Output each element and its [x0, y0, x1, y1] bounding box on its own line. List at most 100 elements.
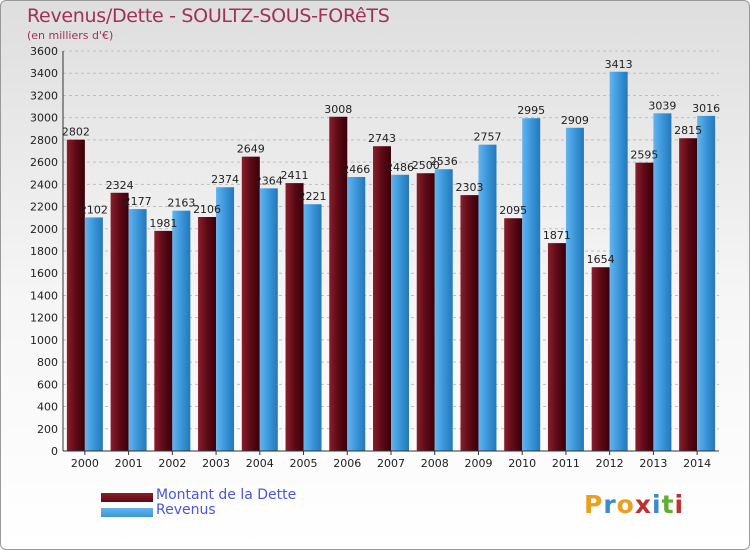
- data-label-revenus-2010: 2995: [517, 104, 545, 117]
- y-tick-label: 3000: [30, 112, 58, 125]
- data-label-dette-2000: 2802: [62, 126, 90, 139]
- proxiti-logo: Proxiti: [584, 490, 684, 519]
- logo-letter: x: [634, 490, 652, 519]
- data-label-dette-2002: 1981: [149, 217, 177, 230]
- y-tick-label: 1800: [30, 245, 58, 258]
- y-tick-label: 400: [37, 401, 58, 414]
- data-label-dette-2011: 1871: [543, 229, 571, 242]
- y-tick-label: 1600: [30, 267, 58, 280]
- bar-dette-2014: [679, 138, 698, 451]
- bar-dette-2004: [241, 156, 260, 451]
- y-tick-label: 0: [51, 445, 58, 458]
- bar-revenus-2004: [259, 188, 278, 452]
- logo-letter: o: [616, 490, 635, 519]
- x-tick-label: 2000: [71, 457, 99, 470]
- data-label-dette-2001: 2324: [106, 179, 134, 192]
- data-label-revenus-2001: 2177: [124, 195, 152, 208]
- bar-revenus-2006: [347, 177, 366, 451]
- bar-dette-2009: [460, 195, 479, 451]
- bar-dette-2003: [198, 217, 217, 451]
- legend-label-revenus: Revenus: [156, 502, 216, 518]
- x-tick-label: 2002: [158, 457, 186, 470]
- x-tick-label: 2008: [421, 457, 449, 470]
- bar-dette-2007: [373, 146, 391, 451]
- chart-subtitle: (en milliers d'€): [27, 29, 114, 42]
- bar-revenus-2007: [391, 174, 409, 451]
- x-tick-label: 2013: [639, 457, 667, 470]
- y-tick-label: 2800: [30, 134, 58, 147]
- y-tick-label: 800: [37, 356, 58, 369]
- data-label-dette-2008: 2500: [412, 159, 440, 172]
- bar-revenus-2001: [128, 209, 147, 451]
- x-tick-label: 2011: [552, 457, 580, 470]
- bar-dette-2013: [635, 162, 654, 451]
- logo-letter: i: [652, 490, 662, 519]
- x-tick-label: 2012: [596, 457, 624, 470]
- x-tick-label: 2006: [333, 457, 361, 470]
- data-label-dette-2014: 2815: [674, 124, 702, 137]
- bar-revenus-2009: [478, 144, 497, 451]
- bar-revenus-2011: [565, 127, 584, 452]
- bar-revenus-2013: [653, 113, 672, 451]
- y-tick-label: 200: [37, 423, 58, 436]
- chart-title: Revenus/Dette - SOULTZ-SOUS-FORêTS: [27, 5, 390, 27]
- y-tick-label: 1400: [30, 289, 58, 302]
- data-label-revenus-2006: 2466: [342, 163, 370, 176]
- x-tick-label: 2001: [115, 457, 143, 470]
- data-label-revenus-2011: 2909: [561, 114, 589, 127]
- bar-dette-2002: [154, 230, 173, 451]
- axes: 0 200 400 600 800 1000 1200 1400 1600 1800 2000 220…: [30, 45, 719, 470]
- logo-letter: r: [603, 490, 617, 519]
- logo-letter: P: [584, 490, 604, 519]
- x-tick-label: 2010: [508, 457, 536, 470]
- bar-revenus-2003: [216, 187, 235, 451]
- y-tick-label: 600: [37, 378, 58, 391]
- bar-revenus-2000: [84, 217, 103, 451]
- y-tick-label: 3600: [30, 45, 58, 58]
- data-label-dette-2004: 2649: [237, 143, 265, 156]
- logo-letter: t: [661, 490, 675, 519]
- x-tick-label: 2009: [464, 457, 492, 470]
- logo-letter: i: [674, 490, 685, 519]
- y-tick-label: 1200: [30, 312, 58, 325]
- data-label-dette-2012: 1654: [587, 253, 615, 266]
- data-label-revenus-2007: 2486: [386, 161, 414, 174]
- bar-revenus-2002: [172, 210, 191, 451]
- data-label-revenus-2012: 3413: [605, 58, 633, 71]
- bar-dette-2008: [416, 173, 435, 451]
- x-tick-label: 2014: [683, 457, 711, 470]
- y-tick-label: 1000: [30, 334, 58, 347]
- data-label-dette-2010: 2095: [499, 204, 527, 217]
- data-label-revenus-2003: 2374: [211, 173, 239, 186]
- data-label-dette-2006: 3008: [324, 103, 352, 116]
- data-label-revenus-2002: 2163: [167, 197, 195, 210]
- data-label-revenus-2005: 2221: [299, 190, 327, 203]
- data-label-dette-2007: 2743: [368, 132, 396, 145]
- y-tick-label: 3400: [30, 67, 58, 80]
- data-label-revenus-2000: 2102: [80, 203, 108, 216]
- data-label-revenus-2008: 2536: [430, 155, 458, 168]
- bar-dette-2012: [591, 267, 610, 451]
- data-label-revenus-2004: 2364: [255, 174, 283, 187]
- bar-revenus-2008: [434, 169, 453, 451]
- x-tick-label: 2004: [246, 457, 274, 470]
- x-tick-label: 2007: [377, 457, 405, 470]
- y-tick-label: 2200: [30, 201, 58, 214]
- data-label-dette-2005: 2411: [281, 169, 309, 182]
- bar-dette-2001: [110, 192, 129, 451]
- data-label-revenus-2009: 2757: [473, 131, 501, 144]
- legend-swatch-revenus: [101, 508, 153, 517]
- data-label-dette-2013: 2595: [630, 149, 658, 162]
- bar-revenus-2014: [697, 115, 716, 451]
- bar-dette-2005: [285, 183, 304, 451]
- bar-revenus-2012: [609, 71, 628, 452]
- bar-revenus-2005: [303, 204, 322, 451]
- y-tick-label: 3200: [30, 89, 58, 102]
- data-label-revenus-2013: 3039: [648, 99, 676, 112]
- data-label-dette-2003: 2106: [193, 203, 221, 216]
- legend-label-dette: Montant de la Dette: [156, 487, 297, 503]
- y-tick-label: 2600: [30, 156, 58, 169]
- bar-dette-2000: [66, 139, 85, 451]
